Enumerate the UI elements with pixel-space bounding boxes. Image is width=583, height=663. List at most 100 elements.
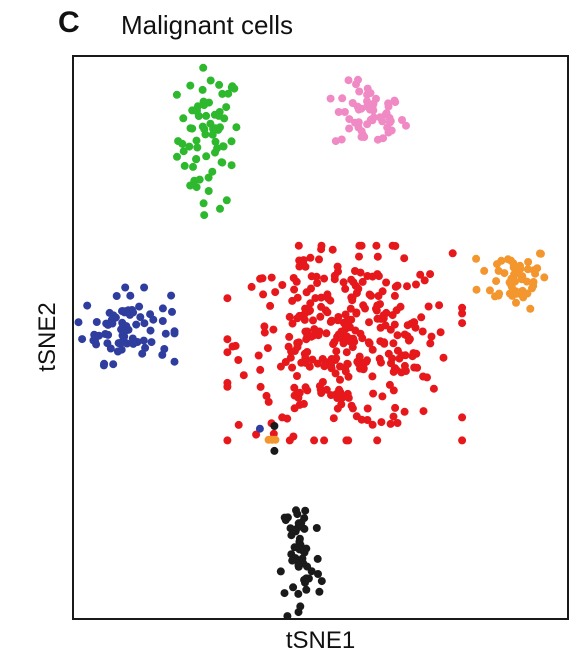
scatter-point <box>291 392 299 400</box>
scatter-point <box>256 275 264 283</box>
scatter-point <box>300 400 308 408</box>
scatter-point <box>518 274 526 282</box>
scatter-point <box>248 283 256 291</box>
scatter-point <box>394 419 402 427</box>
scatter-point <box>327 362 335 370</box>
scatter-point <box>286 313 294 321</box>
scatter-point <box>306 254 314 262</box>
scatter-point <box>322 306 330 314</box>
scatter-point <box>536 250 544 258</box>
scatter-point <box>400 254 408 262</box>
scatter-point <box>90 331 98 339</box>
scatter-point <box>93 318 101 326</box>
scatter-point <box>332 369 340 377</box>
scatter-point <box>266 302 274 310</box>
scatter-point <box>385 103 393 111</box>
scatter-point <box>426 270 434 278</box>
scatter-point <box>512 299 520 307</box>
scatter-point <box>492 277 500 285</box>
scatter-point <box>209 125 217 133</box>
scatter-point <box>268 274 276 282</box>
scatter-point <box>289 583 297 591</box>
scatter-point <box>322 329 330 337</box>
scatter-point <box>364 405 372 413</box>
scatter-point <box>199 123 207 131</box>
scatter-point <box>187 124 195 132</box>
scatter-point <box>394 331 402 339</box>
scatter-point <box>359 301 367 309</box>
scatter-point <box>178 140 186 148</box>
scatter-point <box>193 144 201 152</box>
scatter-point <box>425 303 433 311</box>
scatter-point <box>370 113 378 121</box>
scatter-point <box>147 327 155 335</box>
scatter-point <box>340 278 348 286</box>
scatter-point <box>259 290 267 298</box>
scatter-point <box>367 292 375 300</box>
scatter-point <box>391 97 399 105</box>
scatter-point <box>369 390 377 398</box>
scatter-point <box>148 338 156 346</box>
scatter-point <box>331 275 339 283</box>
scatter-point <box>288 364 296 372</box>
scatter-point <box>363 416 371 424</box>
scatter-point <box>83 302 91 310</box>
scatter-point <box>218 158 226 166</box>
scatter-point <box>428 333 436 341</box>
scatter-point <box>358 242 366 250</box>
scatter-point <box>374 136 382 144</box>
scatter-point <box>387 326 395 334</box>
scatter-point <box>344 390 352 398</box>
scatter-point <box>108 320 116 328</box>
scatter-point <box>215 81 223 89</box>
scatter-point <box>136 313 144 321</box>
scatter-point <box>329 246 337 254</box>
scatter-point <box>240 371 248 379</box>
scatter-point <box>298 555 306 563</box>
scatter-point <box>319 378 327 386</box>
scatter-point <box>402 367 410 375</box>
scatter-point <box>315 588 323 596</box>
scatter-point <box>234 356 242 364</box>
scatter-point <box>334 263 342 271</box>
scatter-point <box>320 436 328 444</box>
scatter-point <box>235 421 243 429</box>
scatter-point <box>317 245 325 253</box>
scatter-point <box>500 269 508 277</box>
scatter-point <box>295 608 303 616</box>
scatter-point <box>351 119 359 127</box>
scatter-point <box>403 282 411 290</box>
scatter-point <box>283 612 291 620</box>
scatter-point <box>380 338 388 346</box>
scatter-point <box>303 386 311 394</box>
scatter-point <box>205 187 213 195</box>
scatter-point <box>368 372 376 380</box>
scatter-point <box>295 519 303 527</box>
scatter-point <box>294 590 302 598</box>
scatter-point <box>220 143 228 151</box>
scatter-point <box>367 89 375 97</box>
scatter-point <box>356 365 364 373</box>
scatter-point <box>282 516 290 524</box>
scatter-point <box>524 258 532 266</box>
scatter-point <box>78 335 86 343</box>
scatter-point <box>121 284 129 292</box>
scatter-point <box>526 305 534 313</box>
scatter-point <box>355 106 363 114</box>
scatter-point <box>216 108 224 116</box>
scatter-point <box>335 386 343 394</box>
scatter-point <box>426 339 434 347</box>
scatter-point <box>458 413 466 421</box>
scatter-point <box>159 317 167 325</box>
scatter-point <box>314 555 322 563</box>
scatter-point <box>296 545 304 553</box>
panel-letter: C <box>58 6 80 40</box>
scatter-point <box>360 133 368 141</box>
scatter-point <box>199 64 207 72</box>
scatter-point <box>190 177 198 185</box>
scatter-point <box>264 344 272 352</box>
scatter-point <box>179 114 187 122</box>
scatter-point <box>373 270 381 278</box>
scatter-point <box>223 383 231 391</box>
scatter-point <box>382 279 390 287</box>
